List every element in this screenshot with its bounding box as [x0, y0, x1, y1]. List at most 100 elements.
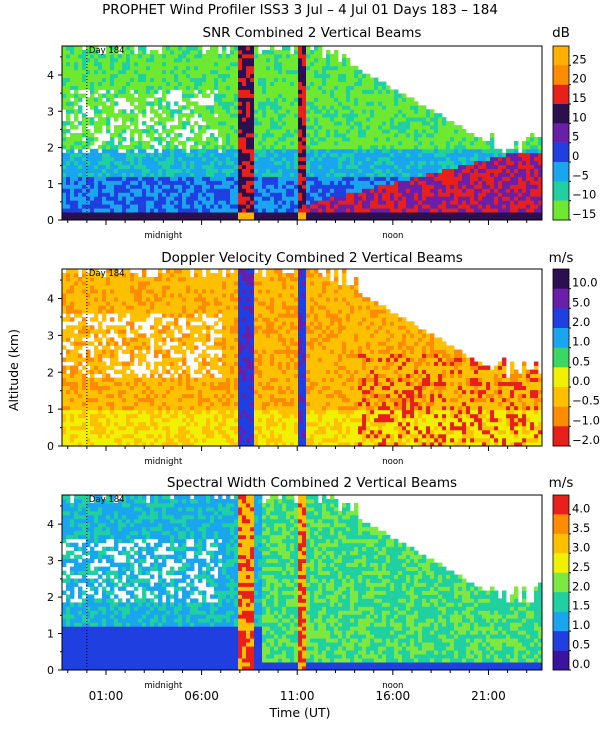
noon-label: noon — [382, 457, 403, 467]
colorbar-tick-label: 3.0 — [572, 540, 590, 554]
colorbar-segment — [553, 123, 569, 143]
colorbar-tick-label: −1.0 — [572, 413, 600, 427]
colorbar-tick-label: −10 — [572, 188, 596, 202]
x-tick-label: 01:00 — [89, 689, 124, 703]
colorbar-segment — [553, 426, 569, 447]
plot-frame — [61, 494, 543, 671]
y-tick-label: 3 — [47, 329, 54, 342]
y-tick-label: 2 — [47, 366, 54, 379]
snr-panel: SNR Combined 2 Vertical Beams Day 184 0 1 2 3… — [47, 25, 596, 241]
colorbar-segment — [553, 347, 569, 368]
colorbar-unit: m/s — [549, 250, 574, 266]
y-tick-label: 4 — [47, 518, 54, 531]
day-marker-label: Day 184 — [89, 495, 125, 505]
colorbar-tick-label: 2.0 — [572, 579, 590, 593]
colorbar-segment — [553, 104, 569, 124]
colorbar-tick-label: 0.5 — [572, 354, 590, 368]
y-tick-label: 4 — [47, 69, 54, 82]
y-tick-label: 0 — [47, 440, 54, 453]
colorbar-segment — [553, 181, 569, 201]
colorbar-segment — [553, 269, 569, 289]
colorbar-segment — [553, 84, 569, 105]
colorbar-tick-label: 2.0 — [572, 315, 590, 329]
panel-title: SNR Combined 2 Vertical Beams — [203, 25, 422, 41]
colorbar-tick-label: 0 — [572, 149, 579, 163]
colorbar-segment — [553, 200, 569, 221]
colorbar-tick-label: 15 — [572, 91, 587, 105]
figure-title: PROPHET Wind Profiler ISS3 3 Jul – 4 Jul… — [102, 2, 498, 18]
y-tick-label: 1 — [47, 628, 54, 641]
x-axis-label: Time (UT) — [268, 705, 330, 720]
x-tick-label: 21:00 — [471, 689, 506, 703]
colorbar-tick-label: −5 — [572, 168, 589, 182]
colorbar-segment — [553, 533, 569, 554]
colorbar-frame — [552, 45, 570, 221]
colorbar-tick-label: 0.0 — [572, 374, 590, 388]
colorbar-segment — [553, 387, 569, 407]
colorbar-segment — [553, 288, 569, 309]
noon-label: noon — [382, 231, 403, 241]
colorbar-tick-label: 2.5 — [572, 560, 590, 574]
colorbar-tick-label: −2.0 — [572, 433, 600, 447]
colorbar-segment — [553, 553, 569, 573]
y-tick-label: 1 — [47, 403, 54, 416]
midnight-label: midnight — [144, 681, 183, 691]
x-tick-labels: 01:00 06:00 11:00 16:00 21:00 — [89, 689, 506, 703]
y-tick-label: 0 — [47, 664, 54, 677]
colorbar-tick-label: −0.5 — [572, 394, 600, 408]
x-tick-label: 11:00 — [280, 689, 315, 703]
doppler-velocity-panel: Doppler Velocity Combined 2 Vertical Bea… — [47, 250, 600, 467]
colorbar-tick-label: −15 — [572, 207, 596, 221]
colorbar-tick-label: 10 — [572, 110, 587, 124]
spectral-width-panel: Spectral Width Combined 2 Vertical Beams… — [47, 475, 590, 691]
y-tick-label: 4 — [47, 293, 54, 306]
colorbar-segment — [553, 514, 569, 535]
y-tick-label: 3 — [47, 105, 54, 118]
panel-title: Doppler Velocity Combined 2 Vertical Bea… — [161, 250, 463, 266]
colorbar-tick-label: 0.0 — [572, 657, 590, 671]
midnight-label: midnight — [144, 457, 183, 467]
colorbar-segment — [553, 572, 569, 593]
colorbar-segment — [553, 631, 569, 651]
colorbar-segment — [553, 328, 569, 348]
colorbar-segment — [553, 650, 569, 671]
colorbar-segment — [553, 46, 569, 66]
colorbar-segment — [553, 367, 569, 388]
day-marker-label: Day 184 — [89, 46, 125, 56]
colorbar-segment — [553, 308, 569, 329]
colorbar-unit: dB — [552, 25, 570, 41]
y-tick-label: 3 — [47, 555, 54, 568]
colorbar-segment — [553, 162, 569, 182]
colorbar-tick-label: 4.0 — [572, 502, 590, 516]
colorbar-tick-label: 1.5 — [572, 599, 590, 613]
colorbar-segment — [553, 592, 569, 612]
y-tick-label: 2 — [47, 142, 54, 155]
midnight-label: midnight — [144, 231, 183, 241]
plot-frame — [61, 45, 543, 221]
colorbar-tick-label: 10.0 — [572, 276, 598, 290]
colorbar-segment — [553, 142, 569, 163]
colorbar-segment — [553, 65, 569, 85]
y-tick-label: 2 — [47, 591, 54, 604]
colorbar-tick-label: 1.0 — [572, 618, 590, 632]
y-tick-label: 0 — [47, 214, 54, 227]
heatmap-field — [62, 269, 543, 447]
x-tick-label: 16:00 — [376, 689, 411, 703]
colorbar-tick-label: 5 — [572, 130, 579, 144]
colorbar-frame — [552, 494, 570, 671]
colorbar-segment — [553, 406, 569, 427]
plot-frame — [61, 268, 543, 447]
y-tick-label: 1 — [47, 178, 54, 191]
colorbar-segment — [553, 611, 569, 632]
panel-title: Spectral Width Combined 2 Vertical Beams — [167, 475, 457, 491]
colorbar-tick-label: 0.5 — [572, 638, 590, 652]
colorbar-frame — [552, 268, 570, 447]
x-tick-label: 06:00 — [184, 689, 219, 703]
heatmap-field — [62, 46, 543, 221]
colorbar-unit: m/s — [549, 475, 574, 491]
day-marker-label: Day 184 — [89, 269, 125, 279]
noon-label: noon — [382, 681, 403, 691]
colorbar-tick-label: 3.5 — [572, 521, 590, 535]
y-axis-label: Altitude (km) — [6, 329, 21, 411]
